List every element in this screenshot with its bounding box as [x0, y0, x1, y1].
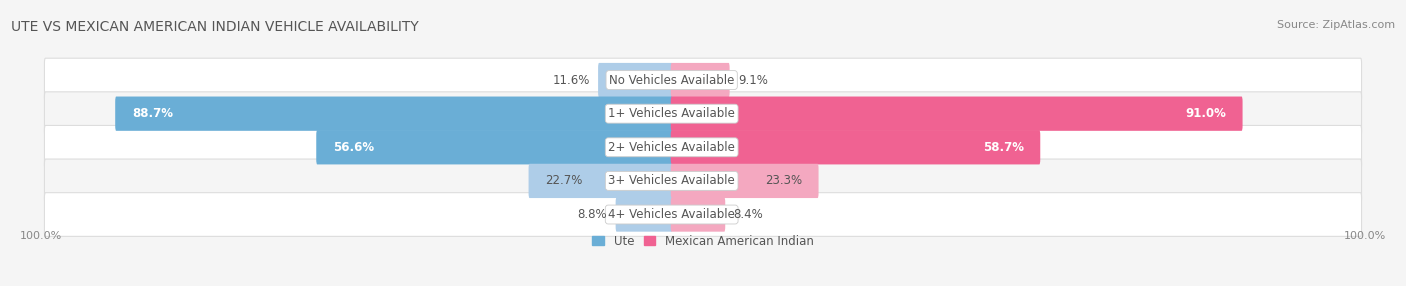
FancyBboxPatch shape [671, 197, 725, 232]
Text: 9.1%: 9.1% [738, 74, 768, 87]
FancyBboxPatch shape [616, 197, 672, 232]
Text: 1+ Vehicles Available: 1+ Vehicles Available [609, 107, 735, 120]
Text: 8.4%: 8.4% [734, 208, 763, 221]
FancyBboxPatch shape [45, 126, 1361, 169]
Text: 2+ Vehicles Available: 2+ Vehicles Available [609, 141, 735, 154]
Legend: Ute, Mexican American Indian: Ute, Mexican American Indian [588, 230, 818, 253]
Text: UTE VS MEXICAN AMERICAN INDIAN VEHICLE AVAILABILITY: UTE VS MEXICAN AMERICAN INDIAN VEHICLE A… [11, 20, 419, 34]
Text: 100.0%: 100.0% [20, 231, 63, 241]
FancyBboxPatch shape [45, 92, 1361, 136]
FancyBboxPatch shape [671, 130, 1040, 164]
FancyBboxPatch shape [598, 63, 672, 97]
Text: 91.0%: 91.0% [1185, 107, 1226, 120]
Text: No Vehicles Available: No Vehicles Available [609, 74, 734, 87]
FancyBboxPatch shape [671, 164, 818, 198]
Text: 56.6%: 56.6% [333, 141, 374, 154]
FancyBboxPatch shape [115, 97, 672, 131]
FancyBboxPatch shape [45, 159, 1361, 203]
Text: 22.7%: 22.7% [546, 174, 582, 187]
FancyBboxPatch shape [671, 97, 1243, 131]
FancyBboxPatch shape [529, 164, 672, 198]
Text: 4+ Vehicles Available: 4+ Vehicles Available [609, 208, 735, 221]
FancyBboxPatch shape [45, 58, 1361, 102]
Text: 11.6%: 11.6% [553, 74, 589, 87]
Text: 3+ Vehicles Available: 3+ Vehicles Available [609, 174, 735, 187]
Text: 88.7%: 88.7% [132, 107, 173, 120]
Text: 100.0%: 100.0% [1343, 231, 1386, 241]
FancyBboxPatch shape [45, 193, 1361, 236]
FancyBboxPatch shape [671, 63, 730, 97]
Text: 8.8%: 8.8% [578, 208, 607, 221]
Text: Source: ZipAtlas.com: Source: ZipAtlas.com [1277, 20, 1395, 30]
Text: 58.7%: 58.7% [983, 141, 1024, 154]
FancyBboxPatch shape [316, 130, 672, 164]
Text: 23.3%: 23.3% [765, 174, 801, 187]
